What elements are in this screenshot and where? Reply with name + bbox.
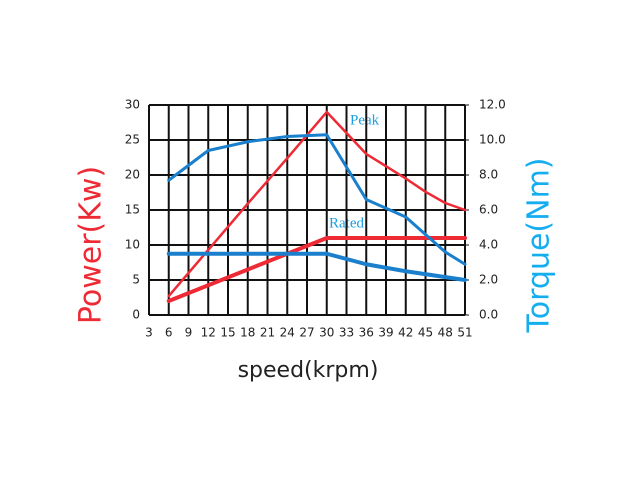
x-tick-label: 48 [438,326,453,340]
x-tick-label: 33 [339,326,354,340]
y2-tick-label: 0.0 [479,308,498,322]
x-tick-label: 42 [398,326,413,340]
x-tick-label: 3 [145,326,153,340]
y2-axis-label: Torque(Nm) [522,158,557,334]
y-axis-label: Power(Kw) [74,166,109,324]
x-tick-label: 12 [201,326,216,340]
x-tick-label: 39 [378,326,393,340]
series-line [166,236,467,303]
x-tick-label: 21 [260,326,275,340]
annotation: Peak [350,112,380,128]
x-tick-label: 36 [359,326,374,340]
series-line [167,110,467,298]
x-axis-label: speed(krpm) [238,358,379,383]
y2-tick-label: 2.0 [479,273,498,287]
y2-tick-label: 4.0 [479,238,498,252]
y2-tick-label: 6.0 [479,203,498,217]
y-tick-label: 25 [125,133,140,147]
y2-tick-label: 10.0 [479,133,506,147]
y-tick-label: 0 [132,308,140,322]
y-tick-label: 15 [125,203,140,217]
x-tick-label: 15 [220,326,235,340]
x-tick-label: 27 [299,326,314,340]
y2-tick-label: 12.0 [479,98,506,112]
x-tick-label: 6 [165,326,173,340]
y-tick-label: 30 [125,98,140,112]
series-line [166,251,467,282]
x-tick-label: 45 [418,326,433,340]
x-tick-label: 18 [240,326,255,340]
series-line [167,133,467,266]
x-tick-label: 24 [280,326,295,340]
y-tick-label: 20 [125,168,140,182]
x-tick-label: 51 [457,326,472,340]
y-tick-label: 10 [125,238,140,252]
y-tick-label: 5 [132,273,140,287]
y2-tick-label: 8.0 [479,168,498,182]
x-tick-label: 9 [185,326,193,340]
x-tick-label: 30 [319,326,334,340]
